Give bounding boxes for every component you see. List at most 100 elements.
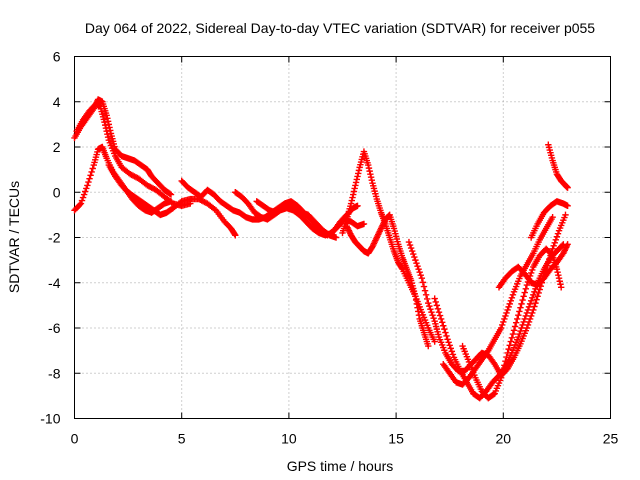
data-point [497,324,505,332]
data-point [520,318,527,326]
data-point [529,294,536,302]
data-point [536,286,543,293]
data-point [354,202,361,210]
data-point [509,330,517,338]
data-point [550,242,557,249]
data-point [419,279,427,286]
data-point [416,268,423,276]
data-point [526,300,534,308]
data-point [532,299,539,307]
data-point [501,315,508,323]
y-tick-labels: -10 -8 -6 -4 -2 0 2 4 6 [40,49,60,427]
x-tick-label: 20 [496,431,512,447]
y-tick-label: 2 [53,139,61,155]
data-point [533,296,540,303]
data-point [499,370,506,377]
data-point [510,327,518,334]
series-arc-9 [343,211,432,350]
data-point [555,275,563,282]
x-tick-label: 15 [388,431,404,447]
x-tick-labels: 0 5 10 15 20 25 [71,431,619,447]
data-point [523,324,531,332]
data-point [526,315,534,323]
data-point [77,200,85,207]
data-point [521,315,528,323]
data-marks [71,96,571,402]
x-tick-label: 10 [281,431,297,447]
data-point [447,345,454,352]
data-point [507,297,515,305]
data-point [523,309,531,317]
data-point [503,309,510,317]
data-point [332,234,340,241]
data-point [564,202,571,210]
data-point [103,112,110,119]
data-point [506,342,513,349]
data-point [508,334,516,342]
data-point [352,179,360,186]
data-point [414,262,421,270]
data-point [433,302,441,309]
data-point [515,333,522,341]
data-point [349,194,356,201]
data-point [83,185,90,192]
data-point [412,293,419,300]
y-tick-label: -8 [48,365,61,381]
data-point [516,308,523,315]
data-point [555,272,562,279]
data-point [505,303,512,311]
data-point [549,245,556,253]
data-point [422,291,430,299]
data-point [527,297,535,305]
data-point [352,182,359,189]
data-point [534,293,541,300]
data-point [499,321,506,329]
data-point [529,309,536,317]
data-point [432,298,439,306]
data-point [524,321,532,329]
data-point [507,338,515,345]
data-point [535,289,542,297]
data-point [517,304,524,311]
y-tick-label: 0 [53,184,61,200]
series-arc-14 [495,241,571,291]
data-point [211,206,218,213]
data-point [79,194,87,201]
data-point [415,308,422,315]
data-point [231,230,238,238]
data-point [368,176,376,184]
data-point [415,311,423,319]
axis-ticks [74,56,611,419]
data-point [398,264,406,272]
data-point [504,306,511,314]
data-point [443,332,450,340]
data-point [348,197,355,204]
data-point [365,161,372,169]
data-point [502,312,509,320]
data-point [444,336,451,343]
data-point [232,232,239,239]
data-point [517,327,524,335]
data-point [524,306,532,314]
data-point [425,299,432,307]
data-point [518,324,525,332]
data-point [101,118,108,126]
data-point [427,305,434,313]
data-point [556,278,563,285]
data-point [355,170,362,177]
data-point [448,348,456,355]
data-point [553,265,561,273]
data-point [408,247,416,255]
data-point [525,318,533,326]
data-point [564,184,571,191]
data-point [515,311,522,319]
data-point [503,353,510,361]
data-point [554,230,562,237]
data-point [438,319,446,326]
data-point [412,296,420,304]
data-point [410,250,417,258]
data-point [431,295,438,302]
data-point [167,198,175,205]
data-point [103,127,110,135]
y-tick-label: -4 [48,275,61,291]
